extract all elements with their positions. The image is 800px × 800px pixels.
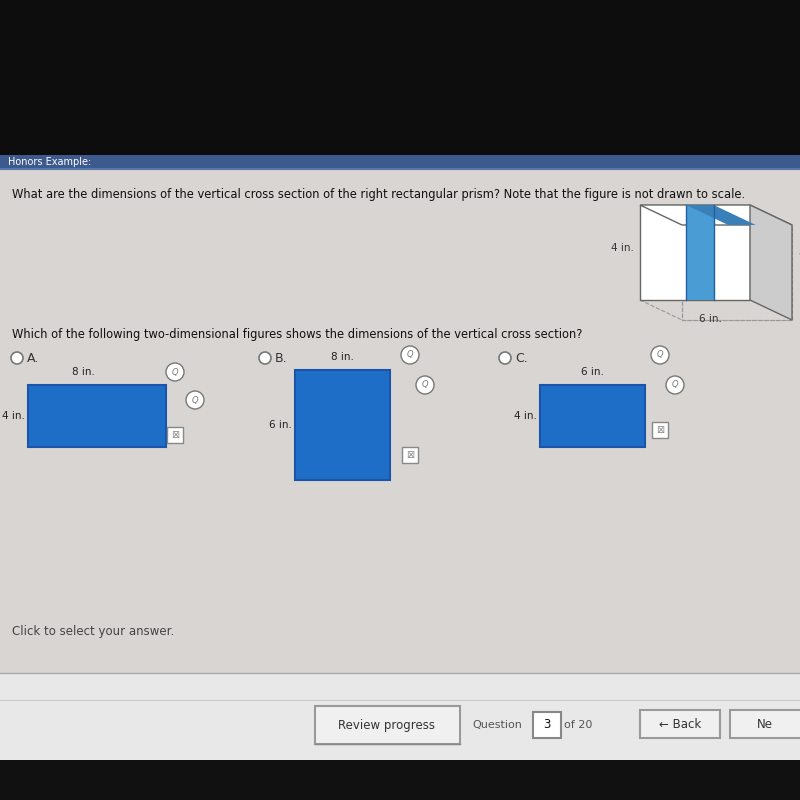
Bar [0, 760, 800, 800]
Circle shape [416, 376, 434, 394]
Text: 4 in.: 4 in. [2, 411, 25, 421]
Text: C.: C. [515, 351, 528, 365]
Bar [686, 205, 714, 300]
Text: Q: Q [657, 350, 663, 359]
Text: What are the dimensions of the vertical cross section of the right rectangular p: What are the dimensions of the vertical … [12, 188, 745, 201]
Text: Q: Q [672, 381, 678, 390]
Bar [0, 673, 800, 800]
Text: A.: A. [27, 351, 39, 365]
Text: Ne: Ne [757, 718, 773, 730]
Text: Question: Question [472, 720, 522, 730]
Text: 8 in.: 8 in. [331, 352, 354, 362]
Bar [28, 385, 166, 447]
Bar [0, 0, 800, 155]
FancyBboxPatch shape [533, 712, 561, 738]
FancyBboxPatch shape [315, 706, 460, 744]
Bar [0, 169, 800, 720]
Text: B.: B. [275, 351, 288, 365]
Text: 4 in.: 4 in. [514, 411, 537, 421]
Text: 3: 3 [543, 718, 550, 731]
Text: 8 in.: 8 in. [72, 367, 94, 377]
Polygon shape [686, 205, 756, 225]
Text: 6 in.: 6 in. [698, 314, 722, 324]
Text: Click to select your answer.: Click to select your answer. [12, 625, 174, 638]
Polygon shape [750, 205, 792, 320]
Circle shape [11, 352, 23, 364]
Text: Which of the following two-dimensional figures shows the dimensions of the verti: Which of the following two-dimensional f… [12, 328, 582, 341]
FancyBboxPatch shape [730, 710, 800, 738]
Text: Honors Example:: Honors Example: [8, 157, 91, 167]
Text: 4 in.: 4 in. [611, 242, 634, 253]
Bar [295, 370, 390, 480]
Text: Q: Q [172, 367, 178, 377]
Text: Q: Q [406, 350, 414, 359]
Text: 6 in.: 6 in. [581, 367, 604, 377]
Text: Review progress: Review progress [338, 718, 435, 731]
Polygon shape [640, 205, 792, 225]
Text: 6 in.: 6 in. [269, 420, 292, 430]
Circle shape [651, 346, 669, 364]
Circle shape [666, 376, 684, 394]
Polygon shape [640, 205, 750, 300]
FancyBboxPatch shape [652, 422, 668, 438]
Text: ⊠: ⊠ [656, 425, 664, 435]
Text: 8: 8 [798, 247, 800, 258]
Text: ⊠: ⊠ [171, 430, 179, 440]
FancyBboxPatch shape [402, 447, 418, 463]
FancyBboxPatch shape [640, 710, 720, 738]
FancyBboxPatch shape [167, 427, 183, 443]
Circle shape [259, 352, 271, 364]
Circle shape [186, 391, 204, 409]
Text: of 20: of 20 [564, 720, 592, 730]
Text: Q: Q [192, 395, 198, 405]
Text: Q: Q [422, 381, 428, 390]
Circle shape [401, 346, 419, 364]
Text: ⊠: ⊠ [406, 450, 414, 460]
Circle shape [499, 352, 511, 364]
Bar [540, 385, 645, 447]
Circle shape [166, 363, 184, 381]
Text: ← Back: ← Back [659, 718, 701, 730]
Bar [0, 155, 800, 169]
